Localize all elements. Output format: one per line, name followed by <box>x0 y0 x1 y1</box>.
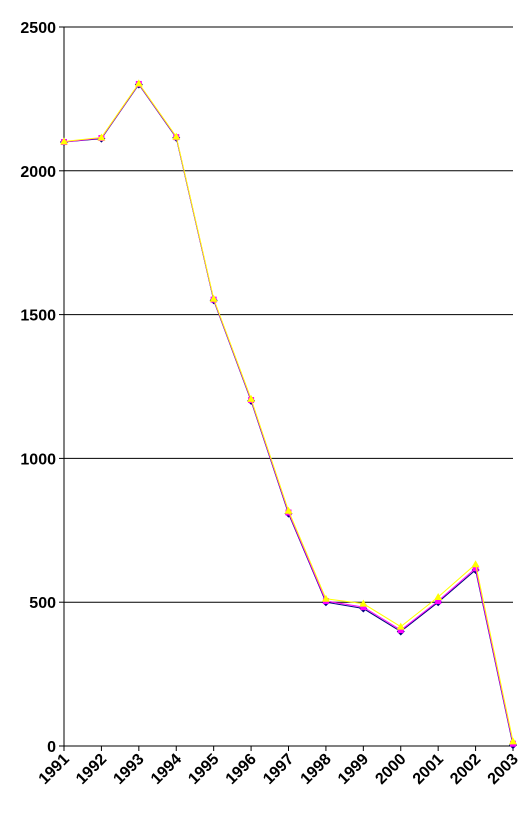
x-tick-label: 1994 <box>148 751 185 788</box>
x-tick-label: 2001 <box>410 751 447 788</box>
point <box>60 137 68 145</box>
y-tick-label: 1500 <box>20 308 56 325</box>
point <box>397 627 404 634</box>
point <box>509 737 517 745</box>
y-tick-label: 2500 <box>20 20 56 37</box>
point <box>359 599 368 607</box>
point <box>97 133 106 141</box>
y-tick-label: 2000 <box>20 164 56 181</box>
x-tick-label: 1997 <box>260 751 297 788</box>
x-tick-label: 1998 <box>298 751 335 788</box>
point <box>396 622 405 630</box>
point <box>209 294 218 302</box>
point <box>247 394 256 402</box>
point <box>471 560 480 568</box>
x-tick-label: 2002 <box>447 751 484 788</box>
x-tick-label: 1999 <box>335 751 372 788</box>
point <box>434 593 443 601</box>
x-tick-label: 1993 <box>110 751 147 788</box>
point <box>284 506 293 514</box>
x-tick-label: 2003 <box>485 751 522 788</box>
x-tick-label: 1992 <box>73 751 110 788</box>
point <box>134 79 143 87</box>
point <box>472 565 479 572</box>
y-tick-label: 0 <box>47 739 56 756</box>
point <box>435 598 442 605</box>
line <box>63 83 514 746</box>
line <box>63 83 514 744</box>
point <box>360 604 367 611</box>
x-tick-label: 1995 <box>185 751 222 788</box>
x-tick-label: 1996 <box>223 751 260 788</box>
point <box>172 132 181 140</box>
line <box>63 82 514 742</box>
x-tick-label: 2000 <box>372 751 409 788</box>
y-tick-label: 1000 <box>20 451 56 468</box>
point <box>321 594 330 602</box>
x-tick-label: 1991 <box>36 751 73 788</box>
y-tick-label: 500 <box>29 595 56 612</box>
